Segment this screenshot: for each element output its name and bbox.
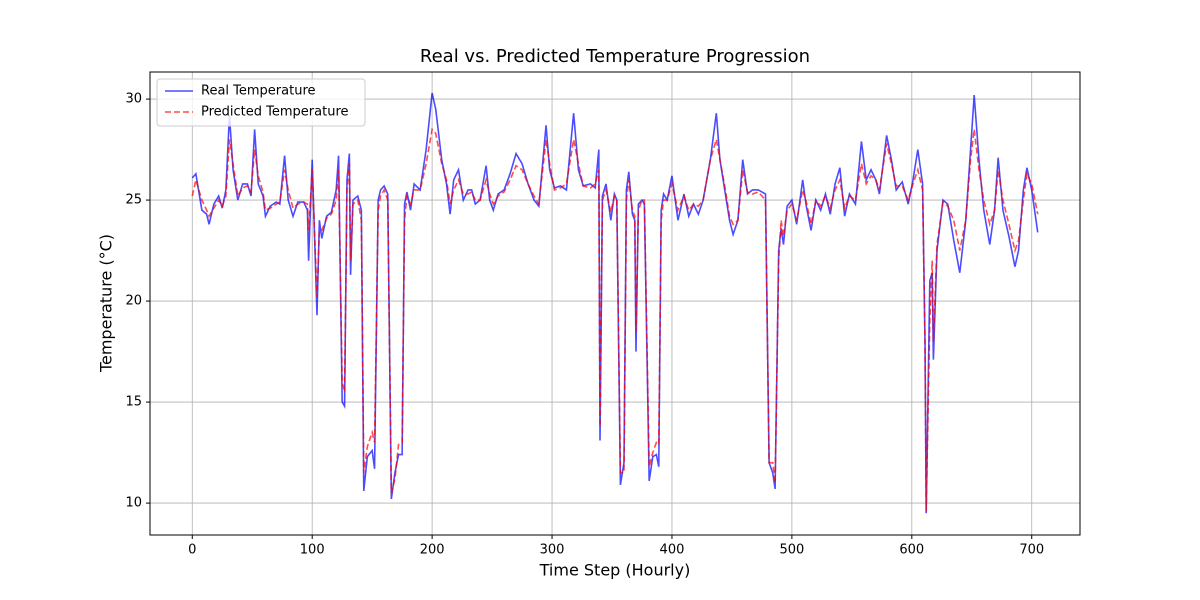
series-line: [191, 92, 1039, 514]
x-tick-label: 100: [300, 543, 325, 558]
chart-title: Real vs. Predicted Temperature Progressi…: [420, 46, 810, 67]
y-tick-label: 20: [125, 294, 142, 309]
y-tick-label: 25: [125, 193, 142, 208]
x-tick-label: 300: [540, 543, 565, 558]
legend-box: [156, 78, 366, 127]
y-tick-label: 10: [125, 496, 142, 511]
legend-label: Predicted Temperature: [201, 105, 349, 120]
x-tick-label: 0: [188, 543, 196, 558]
series-line: [191, 127, 1039, 512]
y-tick-label: 30: [125, 92, 142, 107]
x-tick-label: 600: [899, 543, 924, 558]
x-axis-label: Time Step (Hourly): [539, 561, 691, 580]
x-tick-label: 200: [420, 543, 445, 558]
x-tick-label: 700: [1019, 543, 1044, 558]
legend-label: Real Temperature: [201, 84, 316, 99]
x-tick-label: 400: [660, 543, 685, 558]
plot-frame: [149, 71, 1081, 536]
y-tick-label: 15: [125, 395, 142, 410]
y-axis-label: Temperature (°C): [97, 234, 116, 373]
x-tick-label: 500: [779, 543, 804, 558]
